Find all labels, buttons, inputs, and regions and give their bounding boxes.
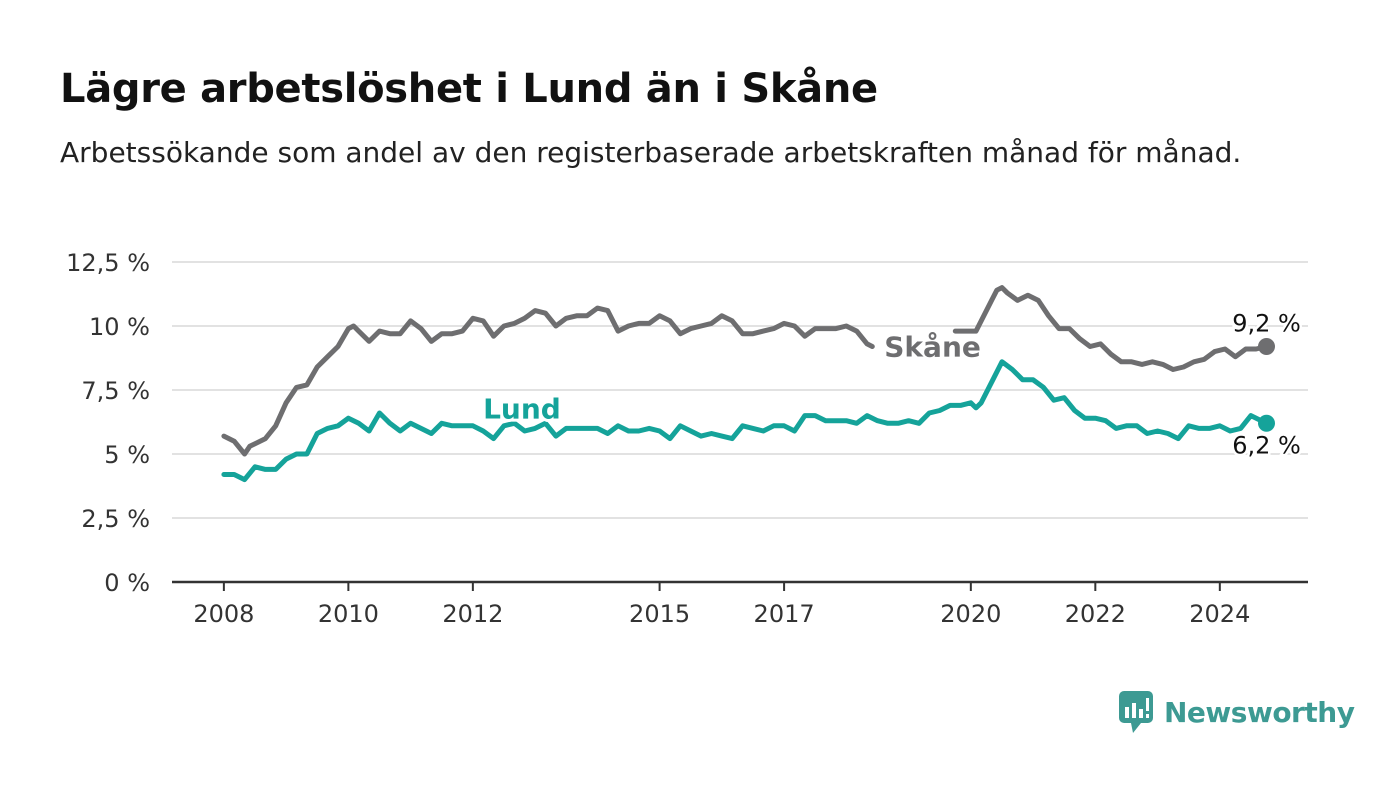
y-tick-label: 12,5 % <box>66 249 150 277</box>
end-value-label: 9,2 % <box>1232 309 1301 337</box>
chart-subtitle: Arbetssökande som andel av den registerb… <box>60 136 1242 169</box>
x-tick-label: 2015 <box>629 600 690 628</box>
series-line-skne <box>952 285 1269 372</box>
series-line-skne <box>221 305 875 457</box>
x-tick-label: 2017 <box>754 600 815 628</box>
newsworthy-logo-icon <box>1119 691 1153 733</box>
newsworthy-logo: Newsworthy <box>1118 690 1355 734</box>
end-point-marker <box>1258 337 1276 355</box>
grid-lines <box>172 261 1308 584</box>
x-axis-ticks: 2008 2010 2012 2015 2017 2020 2022 2024 <box>193 582 1250 628</box>
logo-text: Newsworthy <box>1164 695 1355 729</box>
chart-title: Lägre arbetslöshet i Lund än i Skåne <box>60 66 878 112</box>
x-tick-label: 2010 <box>318 600 379 628</box>
x-tick-label: 2008 <box>193 600 254 628</box>
y-tick-label: 2,5 % <box>81 505 150 533</box>
y-tick-label: 7,5 % <box>81 377 150 405</box>
y-axis-tick-labels: 0 % 2,5 % 5 % 7,5 % 10 % 12,5 % <box>66 249 150 597</box>
x-tick-label: 2024 <box>1189 600 1250 628</box>
end-value-label: 6,2 % <box>1232 431 1301 459</box>
x-tick-label: 2012 <box>442 600 503 628</box>
series-name-label: Lund <box>483 392 561 425</box>
end-point-marker <box>1258 414 1276 432</box>
line-chart: 0 %2,5 %5 %7,5 %10 %12,5 % 2008 2010 2012 2… <box>66 249 1308 628</box>
y-tick-label: 5 % <box>104 441 150 469</box>
x-tick-label: 2020 <box>940 600 1001 628</box>
series-line-lund <box>221 359 1269 483</box>
series-lines <box>221 285 1276 483</box>
series-labels: 9,2 % 6,2 % Skåne Lund <box>480 307 1303 462</box>
y-tick-label: 0 % <box>104 569 150 597</box>
y-tick-label: 10 % <box>89 313 150 341</box>
series-name-label: Skåne <box>884 330 981 363</box>
x-tick-label: 2022 <box>1065 600 1126 628</box>
